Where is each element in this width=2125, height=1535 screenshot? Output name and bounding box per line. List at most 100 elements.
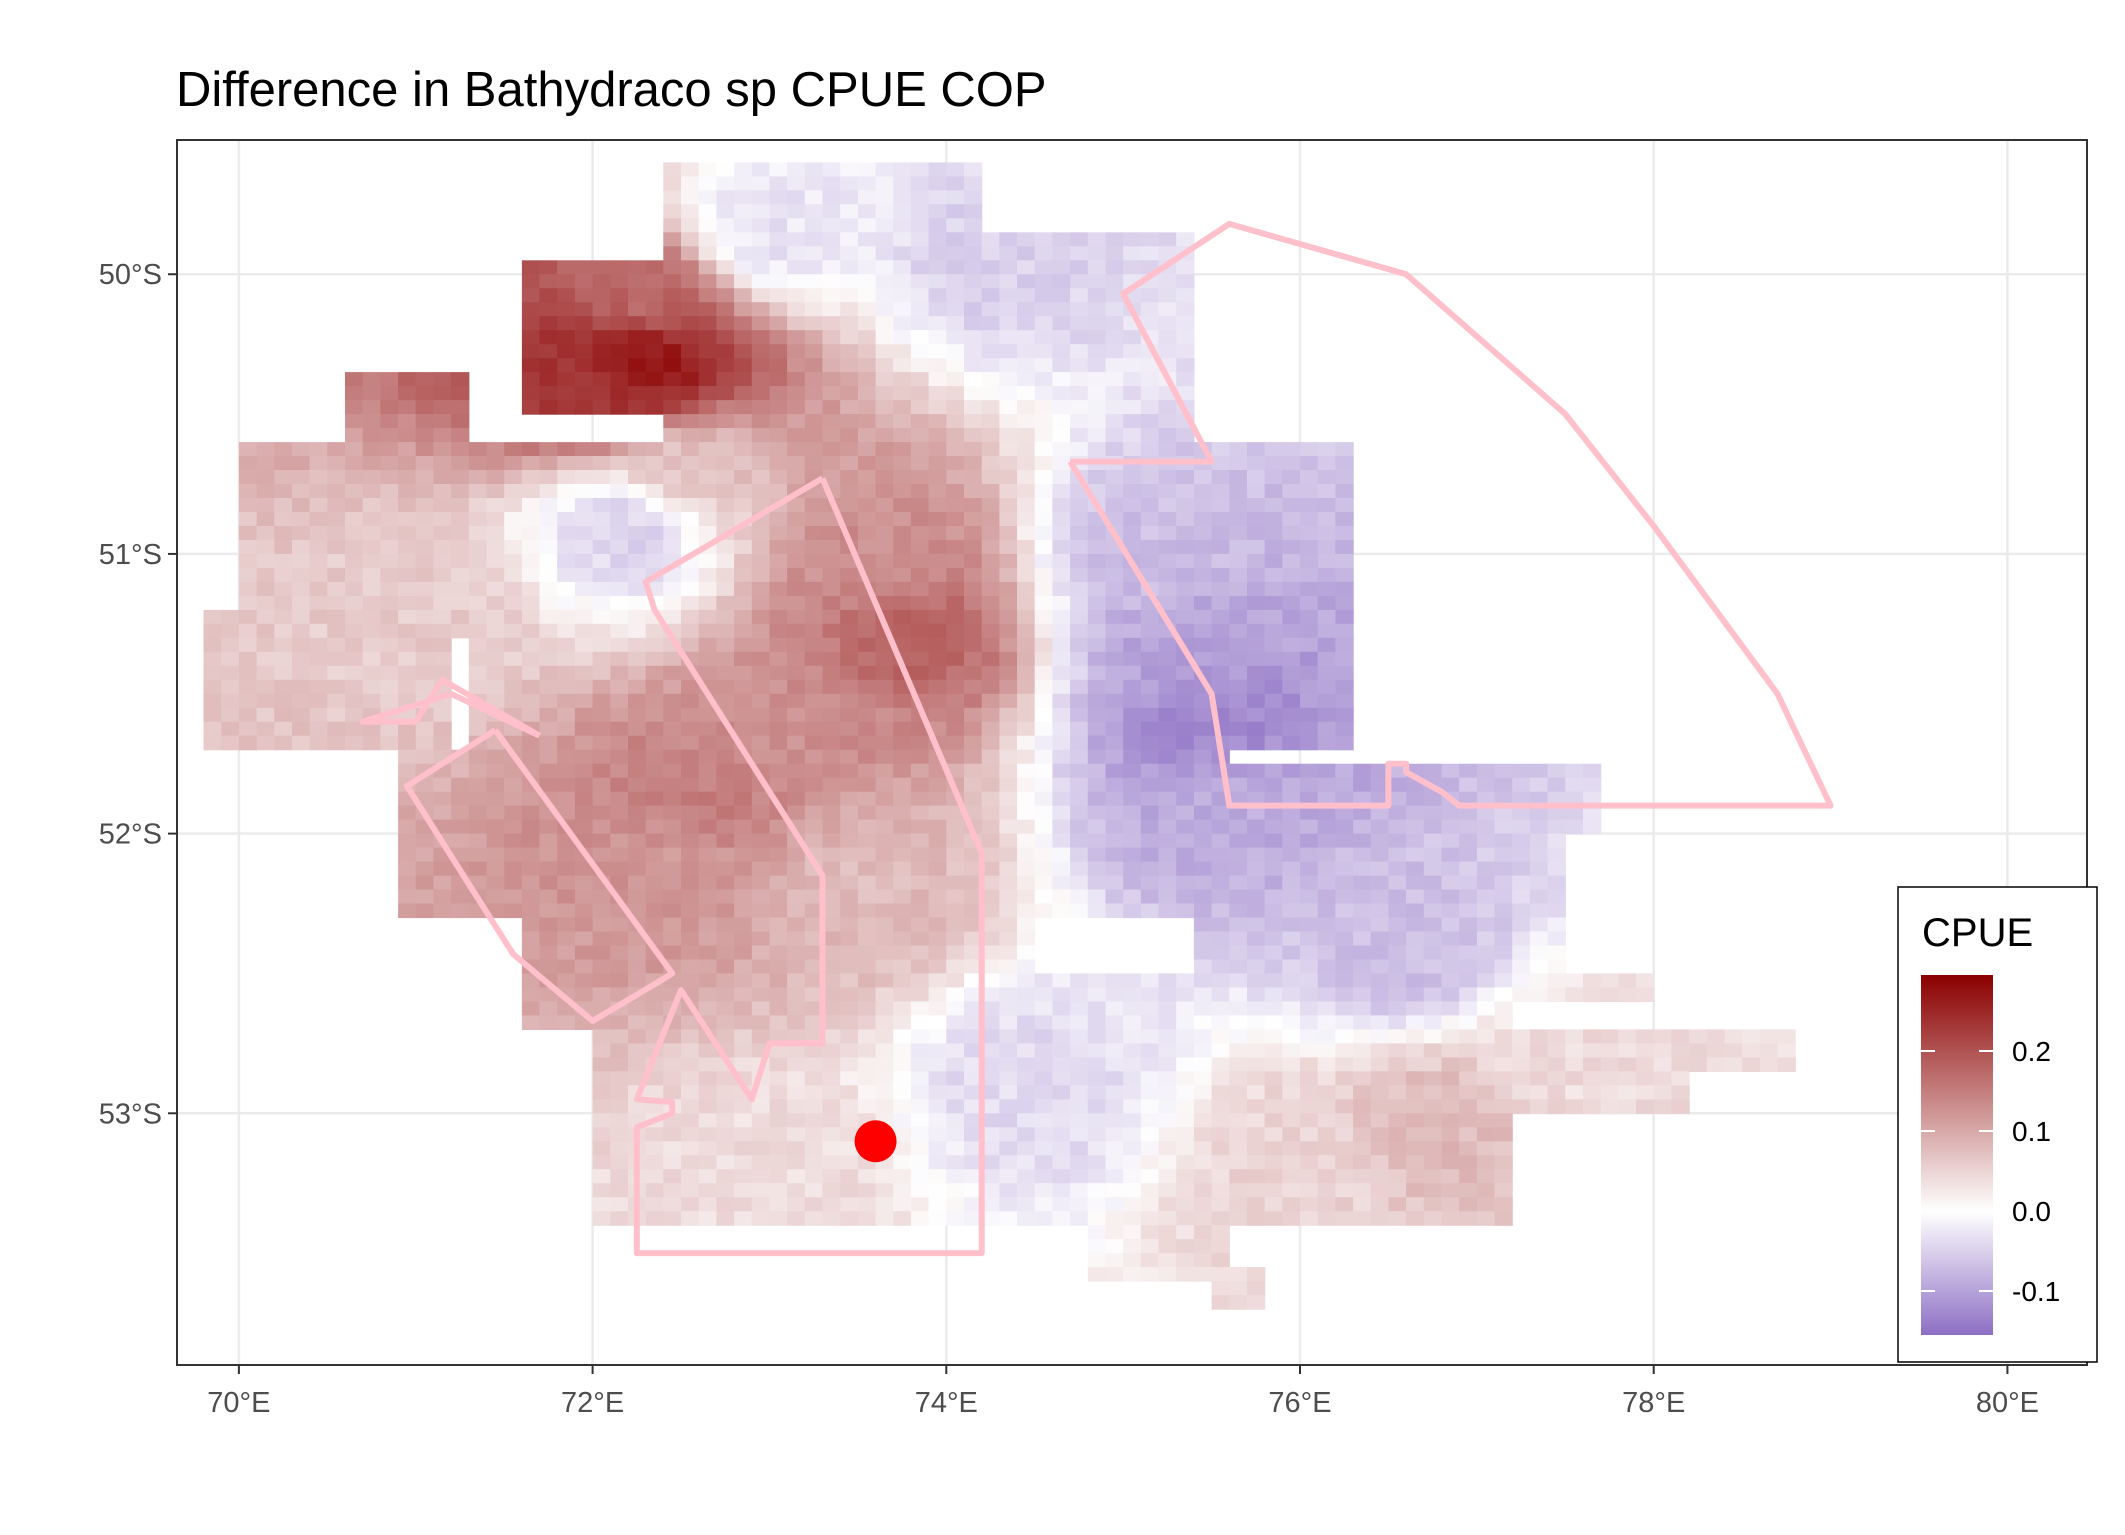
heatmap-cell — [362, 484, 381, 499]
heatmap-cell — [1176, 1071, 1195, 1086]
heatmap-cell — [999, 1057, 1018, 1072]
heatmap-cell — [910, 1043, 930, 1058]
heatmap-cell — [574, 539, 594, 555]
heatmap-cell — [451, 539, 470, 555]
heatmap-cell — [415, 567, 434, 583]
heatmap-cell — [1034, 875, 1053, 891]
heatmap-cell — [1070, 609, 1089, 625]
heatmap-cell — [1158, 1225, 1177, 1240]
heatmap-cell — [910, 162, 930, 177]
heatmap-cell — [1317, 595, 1336, 611]
heatmap-cell — [663, 721, 682, 737]
heatmap-cell — [857, 526, 877, 541]
heatmap-cell — [787, 428, 806, 443]
heatmap-cell — [875, 567, 894, 583]
heatmap-cell — [1070, 749, 1089, 765]
heatmap-cell — [1123, 763, 1142, 779]
heatmap-cell — [1140, 889, 1160, 905]
heatmap-cell — [610, 1169, 629, 1184]
heatmap-cell — [1193, 1043, 1213, 1058]
heatmap-cell — [1140, 763, 1160, 779]
heatmap-cell — [893, 512, 912, 527]
heatmap-cell — [645, 330, 664, 345]
heatmap-cell — [663, 581, 682, 597]
heatmap-cell — [875, 498, 894, 513]
heatmap-cell — [981, 777, 1000, 793]
heatmap-cell — [1229, 1295, 1248, 1310]
heatmap-cell — [1229, 609, 1248, 625]
heatmap-cell — [1105, 1113, 1124, 1128]
heatmap-cell — [1211, 623, 1230, 639]
heatmap-cell — [645, 693, 664, 709]
heatmap-cell — [1193, 721, 1213, 737]
heatmap-cell — [734, 484, 753, 499]
heatmap-cell — [1512, 1057, 1531, 1072]
heatmap-cell — [928, 777, 947, 793]
heatmap-cell — [1140, 1071, 1160, 1086]
heatmap-cell — [256, 623, 275, 639]
heatmap-cell — [1370, 1211, 1389, 1226]
heatmap-cell — [1300, 973, 1319, 988]
heatmap-cell — [1335, 1155, 1354, 1170]
heatmap-cell — [698, 204, 717, 219]
heatmap-cell — [1123, 1085, 1142, 1100]
heatmap-cell — [751, 162, 771, 177]
heatmap-cell — [1441, 1085, 1460, 1100]
heatmap-cell — [946, 246, 965, 261]
heatmap-cell — [1158, 805, 1177, 821]
heatmap-cell — [539, 456, 558, 471]
heatmap-cell — [981, 721, 1000, 737]
heatmap-cell — [698, 330, 717, 345]
heatmap-cell — [1547, 875, 1566, 891]
heatmap-cell — [592, 302, 611, 317]
heatmap-cell — [698, 1057, 717, 1072]
heatmap-cell — [1441, 917, 1460, 933]
heatmap-cell — [521, 470, 541, 485]
heatmap-cell — [734, 651, 753, 667]
heatmap-cell — [415, 498, 434, 513]
heatmap-cell — [345, 553, 364, 569]
heatmap-cell — [1300, 931, 1319, 947]
heatmap-cell — [734, 1169, 753, 1184]
heatmap-cell — [1335, 512, 1354, 527]
heatmap-cell — [804, 931, 824, 947]
heatmap-cell — [1176, 428, 1195, 443]
heatmap-cell — [628, 470, 647, 485]
heatmap-cell — [1370, 1183, 1389, 1198]
heatmap-cell — [1494, 1099, 1513, 1114]
heatmap-cell — [1158, 651, 1177, 667]
heatmap-cell — [910, 428, 930, 443]
heatmap-cell — [875, 1029, 894, 1044]
heatmap-cell — [1193, 1141, 1213, 1156]
heatmap-cell — [840, 917, 859, 933]
heatmap-cell — [698, 847, 717, 863]
heatmap-cell — [1459, 833, 1478, 849]
heatmap-cell — [1070, 805, 1089, 821]
heatmap-cell — [1211, 973, 1230, 988]
heatmap-cell — [698, 526, 717, 541]
heatmap-cell — [574, 875, 594, 891]
heatmap-cell — [557, 903, 576, 919]
heatmap-cell — [628, 1029, 647, 1044]
heatmap-cell — [1193, 889, 1213, 905]
heatmap-cell — [645, 456, 664, 471]
heatmap-cell — [1176, 749, 1195, 765]
heatmap-cell — [628, 498, 647, 513]
heatmap-cell — [1052, 903, 1071, 919]
heatmap-cell — [804, 763, 824, 779]
heatmap-cell — [592, 609, 611, 625]
heatmap-cell — [981, 330, 1000, 345]
heatmap-cell — [698, 498, 717, 513]
heatmap-cell — [610, 861, 629, 877]
heatmap-cell — [1229, 1057, 1248, 1072]
heatmap-cell — [928, 1071, 947, 1086]
heatmap-cell — [1052, 805, 1071, 821]
heatmap-cell — [1158, 749, 1177, 765]
heatmap-cell — [875, 400, 894, 415]
heatmap-cell — [628, 847, 647, 863]
heatmap-cell — [787, 218, 806, 233]
heatmap-cell — [628, 512, 647, 527]
heatmap-cell — [1140, 609, 1160, 625]
heatmap-cell — [1247, 1155, 1266, 1170]
heatmap-cell — [734, 176, 753, 191]
